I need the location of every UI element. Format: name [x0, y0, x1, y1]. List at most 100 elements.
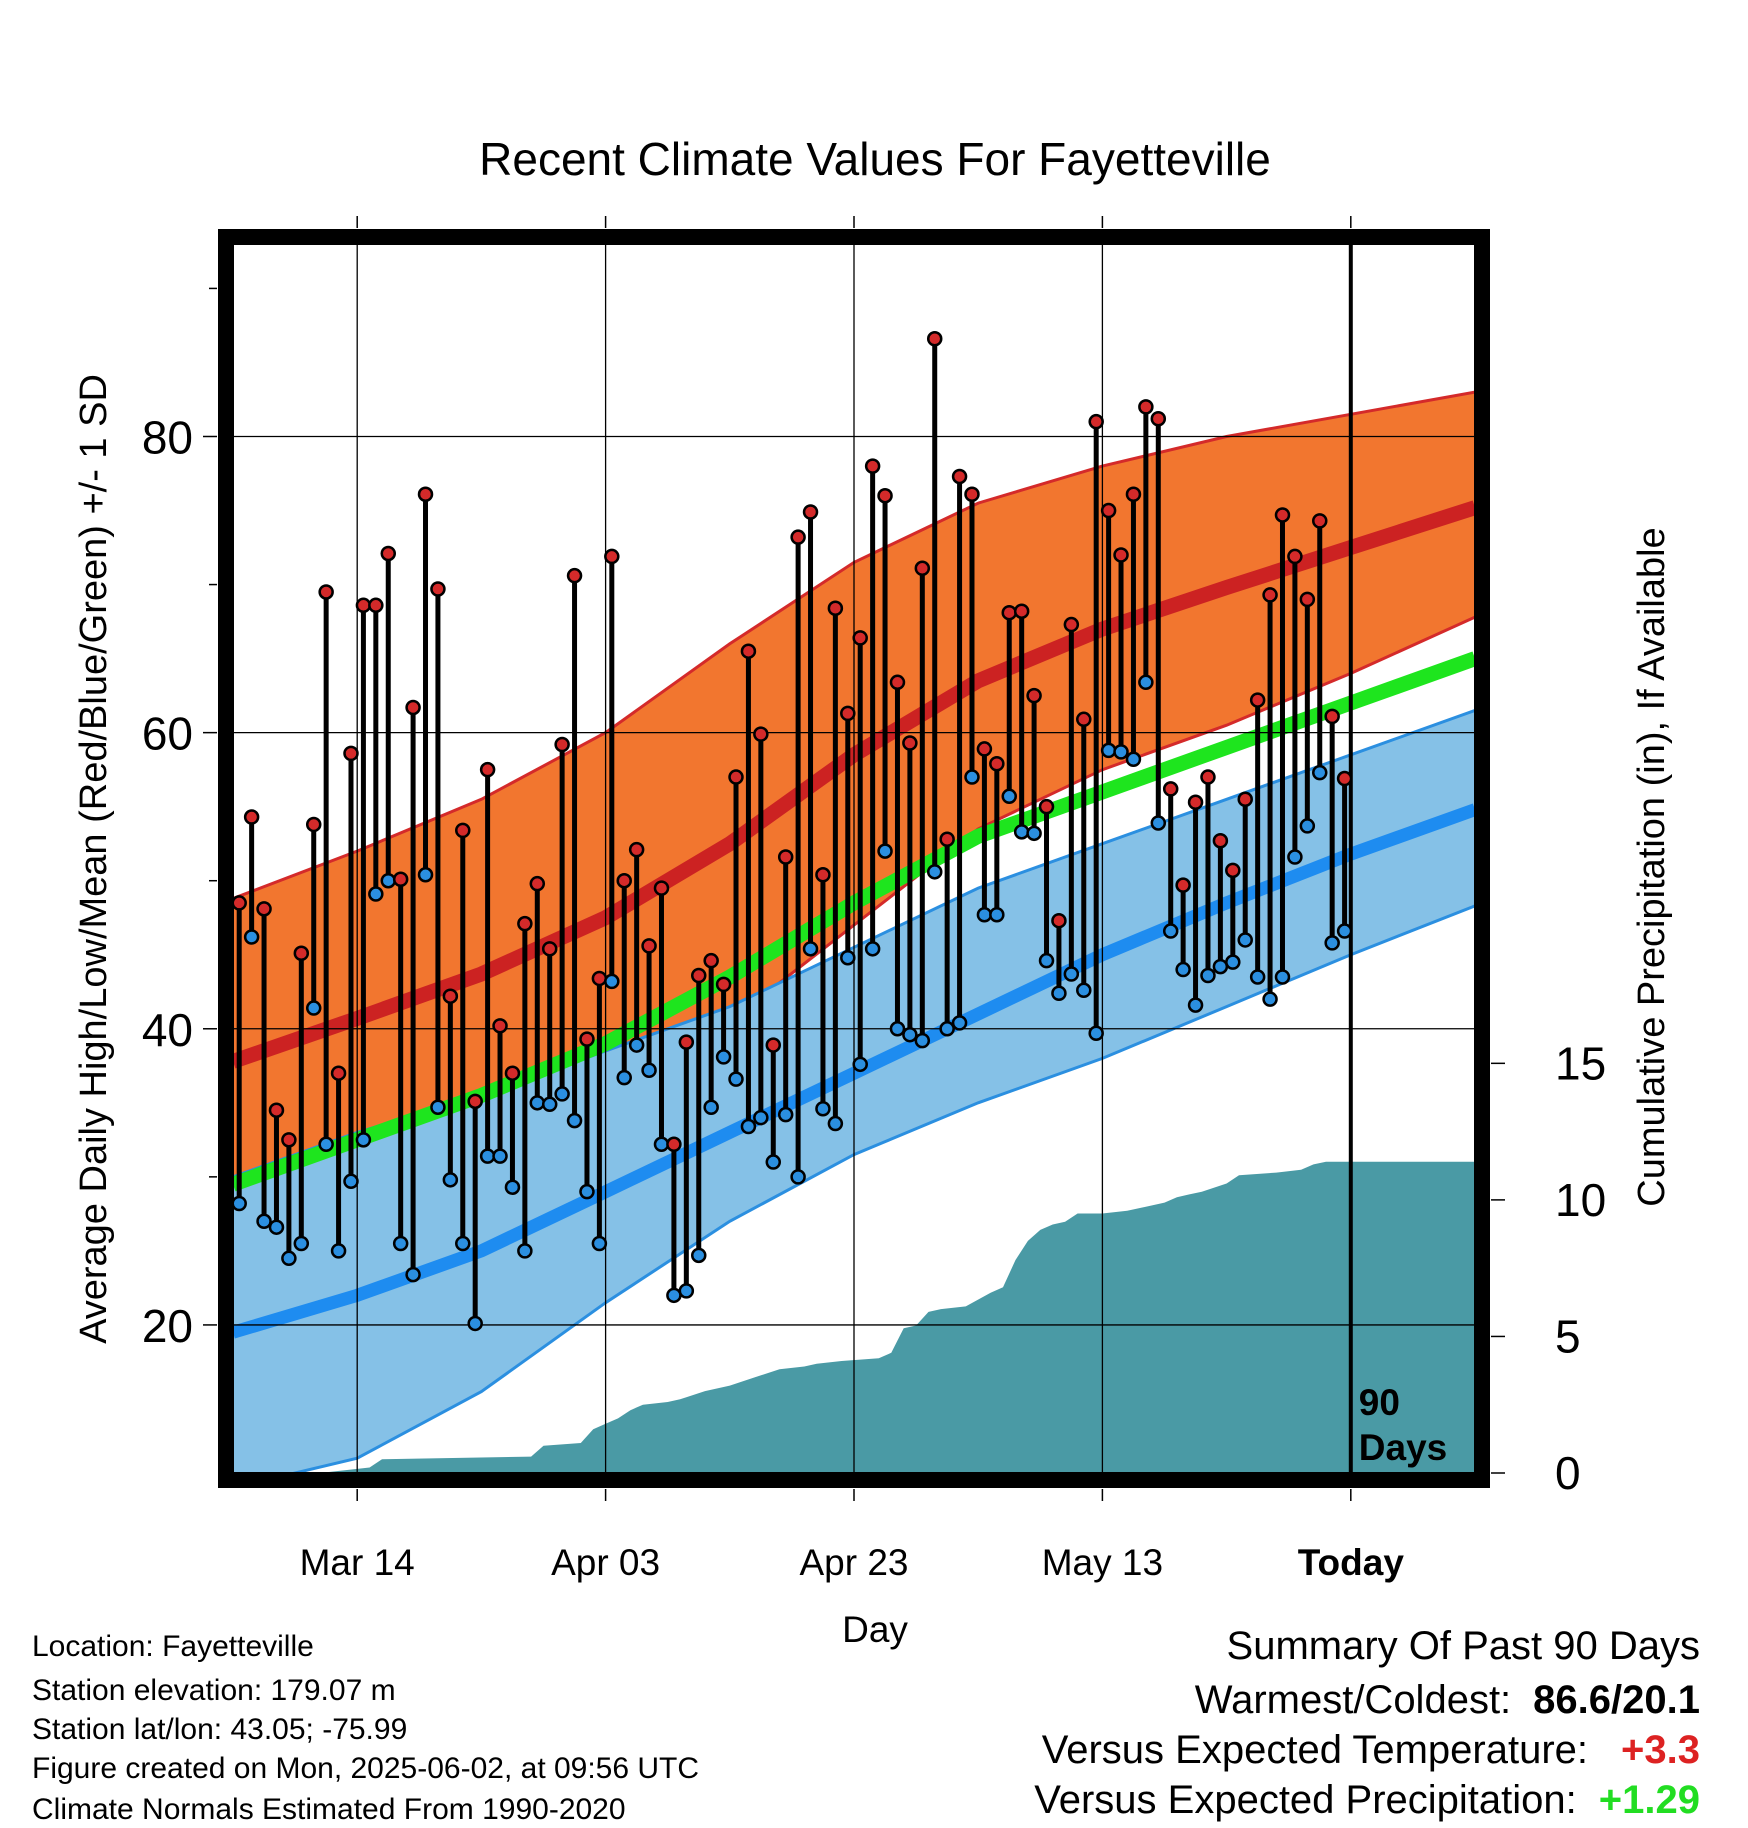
high-point: [815, 867, 831, 883]
high-point: [591, 970, 608, 987]
y2-axis-label: Cumulative Precipitation (in), If Availa…: [1631, 527, 1673, 1206]
low-point: [1336, 923, 1353, 939]
high-point: [1212, 832, 1229, 849]
today-marker-label-unit: Days: [1359, 1427, 1447, 1468]
high-point: [479, 761, 496, 778]
high-point: [305, 816, 322, 833]
high-point: [1138, 399, 1154, 415]
low-point: [467, 1315, 483, 1332]
high-point: [579, 1031, 595, 1047]
low-point: [864, 941, 881, 957]
low-point: [628, 1037, 645, 1053]
low-point: [1100, 742, 1117, 759]
y-axis-label: Average Daily High/Low/Mean (Red/Blue/Gr…: [73, 374, 115, 1344]
high-point: [1187, 794, 1204, 810]
low-point: [405, 1266, 421, 1283]
low-point: [1312, 764, 1328, 781]
low-point: [926, 864, 943, 880]
high-point: [1237, 791, 1253, 808]
high-point: [1001, 604, 1017, 621]
low-point: [430, 1099, 446, 1116]
high-point: [852, 630, 868, 646]
high-point: [827, 600, 844, 617]
y-tick-label: 80: [142, 411, 193, 463]
high-point: [380, 545, 396, 562]
info-latlon: Station lat/lon: 43.05; -75.99: [32, 1713, 408, 1746]
high-point: [504, 1065, 521, 1081]
low-point: [541, 1096, 558, 1113]
high-point: [628, 841, 645, 858]
warm-cold-label: Warmest/Coldest:: [1194, 1678, 1512, 1722]
high-point: [902, 735, 918, 751]
high-point: [392, 871, 409, 887]
low-point: [1150, 815, 1167, 831]
low-point: [1249, 969, 1266, 985]
low-point: [1162, 923, 1179, 939]
high-point: [790, 529, 806, 545]
high-point: [355, 597, 372, 614]
low-point: [529, 1095, 546, 1111]
info-normals: Climate Normals Estimated From 1990-2020: [32, 1793, 626, 1826]
temp-value: +3.3: [1621, 1728, 1700, 1772]
high-point: [728, 769, 744, 785]
low-point: [827, 1115, 844, 1132]
x-tick-label: Apr 23: [799, 1542, 908, 1583]
today-marker-label-number: 90: [1359, 1382, 1400, 1423]
low-point: [1212, 958, 1229, 975]
low-point: [566, 1112, 583, 1129]
high-point: [442, 988, 459, 1004]
high-point: [268, 1102, 285, 1118]
high-point: [343, 745, 359, 762]
low-point: [293, 1235, 310, 1252]
x-axis-label: Day: [842, 1609, 908, 1650]
low-point: [554, 1086, 570, 1102]
high-point: [777, 849, 794, 865]
high-point: [417, 486, 434, 502]
low-point: [1113, 744, 1129, 760]
low-point: [1026, 825, 1042, 842]
low-point: [1175, 961, 1191, 978]
low-point: [840, 949, 856, 966]
x-tick-label: May 13: [1042, 1542, 1163, 1583]
high-point: [1274, 507, 1291, 523]
low-point: [231, 1195, 247, 1212]
high-point: [1249, 692, 1266, 708]
high-point: [554, 736, 570, 753]
high-point: [529, 875, 546, 892]
high-point: [678, 1034, 695, 1050]
high-point: [939, 831, 955, 848]
high-point: [802, 504, 819, 520]
info-location: Location: Fayetteville: [32, 1630, 314, 1663]
high-point: [541, 941, 558, 957]
low-point: [392, 1235, 409, 1252]
high-point: [1076, 711, 1092, 728]
low-point: [243, 929, 260, 945]
high-point: [368, 597, 384, 614]
high-point: [951, 468, 968, 485]
high-point: [914, 560, 931, 577]
high-point: [1324, 708, 1340, 725]
y2-tick-label: 5: [1555, 1310, 1581, 1362]
low-point: [1299, 818, 1316, 834]
high-point: [641, 938, 657, 954]
low-point: [355, 1132, 372, 1148]
low-point: [1038, 952, 1055, 969]
summary-title-text: Summary Of Past 90 Days: [1226, 1624, 1700, 1668]
y2-tick-label: 10: [1555, 1174, 1606, 1226]
low-point: [902, 1026, 918, 1043]
y-tick-label: 20: [142, 1300, 193, 1352]
high-point: [653, 880, 670, 896]
high-point: [889, 674, 906, 691]
low-point: [318, 1136, 334, 1153]
low-point: [591, 1235, 608, 1252]
precip-value: +1.29: [1598, 1778, 1700, 1822]
low-point: [777, 1106, 794, 1123]
plot-frame: [203, 216, 1505, 1501]
low-point: [914, 1032, 931, 1049]
low-point: [330, 1243, 347, 1259]
high-point: [1113, 547, 1129, 563]
low-point: [1324, 935, 1340, 951]
high-point: [753, 726, 769, 742]
low-point: [1187, 997, 1204, 1013]
high-point: [616, 872, 632, 889]
